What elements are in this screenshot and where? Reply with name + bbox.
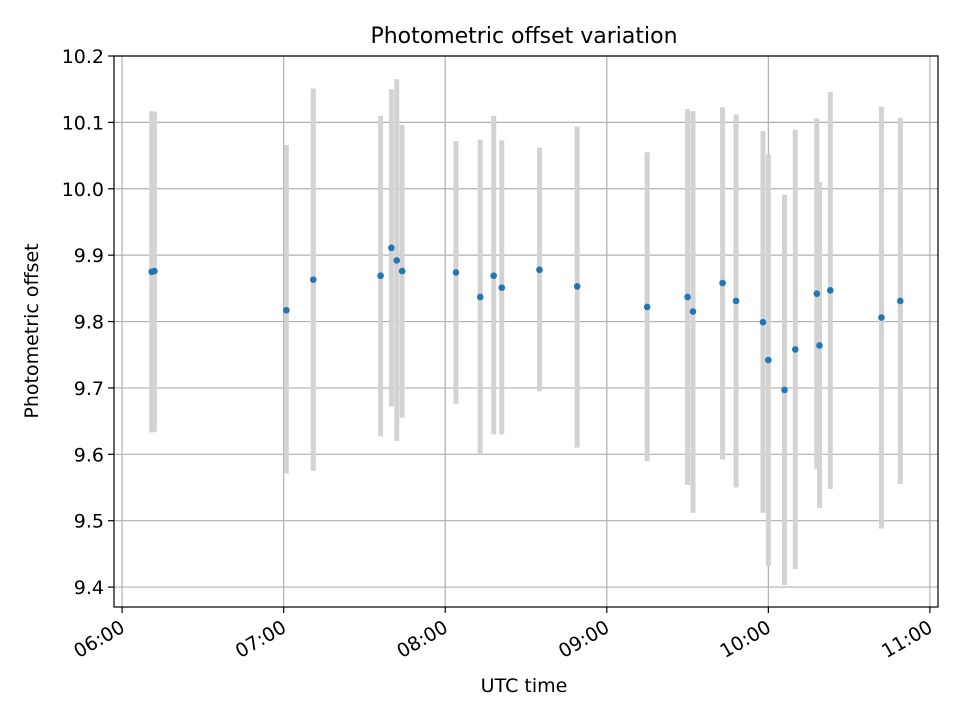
data-point — [377, 272, 384, 280]
data-point — [689, 308, 697, 315]
x-axis-label: UTC time — [481, 675, 568, 697]
data-point — [765, 356, 772, 364]
data-point — [816, 342, 823, 349]
y-tick-label: 9.8 — [74, 312, 104, 334]
data-point — [781, 386, 788, 394]
data-point — [719, 279, 726, 287]
y-tick-label: 9.6 — [74, 444, 104, 466]
y-axis-label: Photometric offset — [21, 243, 43, 418]
plot-area — [114, 56, 938, 607]
y-tick-label: 10.0 — [62, 179, 104, 201]
data-point — [897, 297, 904, 305]
data-point — [151, 267, 158, 275]
data-point — [826, 287, 834, 294]
data-point — [573, 283, 581, 290]
data-point — [398, 267, 406, 275]
data-points — [148, 244, 904, 394]
grid — [114, 55, 938, 607]
data-point — [684, 293, 691, 301]
data-point — [452, 269, 460, 276]
data-point — [490, 272, 497, 280]
data-point — [388, 244, 395, 252]
data-point — [536, 266, 543, 274]
data-point — [498, 284, 506, 291]
data-point — [283, 306, 290, 314]
y-tick-label: 9.9 — [74, 245, 104, 267]
y-tick-label: 10.1 — [62, 112, 104, 134]
y-tick-label: 9.4 — [74, 577, 104, 599]
data-point — [732, 297, 740, 305]
plot-frame — [113, 55, 939, 608]
data-point — [791, 346, 799, 353]
data-point — [393, 257, 401, 264]
data-point — [476, 293, 484, 301]
data-point — [813, 290, 821, 297]
data-point — [643, 303, 651, 311]
y-tick-label: 9.7 — [74, 378, 104, 400]
data-point — [759, 318, 767, 326]
data-point — [878, 314, 885, 321]
y-tick-label: 9.5 — [74, 511, 104, 533]
y-axis-ticks: 9.4 9.5 9.6 9.7 9.8 9.9 10.0 10.1 10.2 — [62, 46, 114, 599]
chart-title: Photometric offset variation — [370, 24, 677, 49]
y-tick-label: 10.2 — [62, 46, 104, 68]
data-point — [309, 276, 317, 284]
